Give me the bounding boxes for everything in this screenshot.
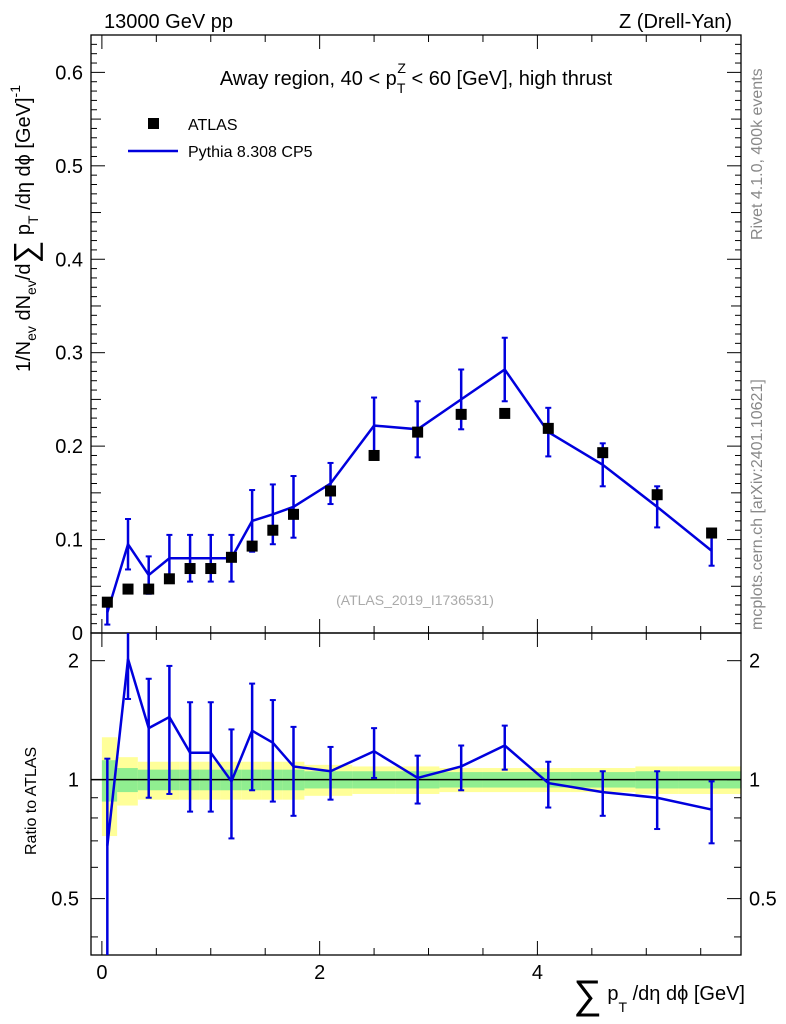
x-axis-label: ∑ pT /dη dϕ [GeV]	[573, 973, 745, 1017]
atlas-point	[246, 540, 258, 552]
main-atlas-group	[101, 407, 718, 608]
tick-labels-group: 0 2 4 0 0.1 0.2 0.3 0.4 0.5 0.6 0.5 0.5 1 1 2 2	[51, 62, 777, 984]
chart-title-pre: Away region, 40 < p	[220, 68, 397, 90]
atlas-point	[325, 485, 337, 497]
energy-label: 13000 GeV pp	[104, 11, 233, 33]
atlas-point	[184, 563, 196, 575]
atlas-point	[288, 508, 300, 520]
atlas-point	[122, 583, 134, 595]
main-y-axis-label: 1/Nev dNev/d∑ pT /dη dϕ [GeV]-1	[7, 85, 43, 372]
atlas-point	[706, 527, 718, 539]
process-label: Z (Drell-Yan)	[619, 11, 732, 33]
ratio-y-tick-label-left: 0.5	[51, 889, 79, 911]
legend-pythia-label: Pythia 8.308 CP5	[188, 144, 313, 161]
atlas-point	[412, 426, 424, 438]
ratio-y-tick-label-right: 0.5	[749, 889, 777, 911]
main-y-tick-label: 0.2	[55, 436, 83, 458]
x-tick-label: 0	[96, 962, 107, 984]
atlas-point	[597, 447, 609, 459]
atlas-point	[267, 524, 279, 536]
atlas-point	[499, 407, 511, 419]
atlas-point	[163, 573, 175, 585]
atlas-point	[368, 449, 380, 461]
ratio-pythia-line	[106, 658, 712, 846]
ratio-panel-frame	[90, 632, 742, 956]
axis-ticks-group	[91, 34, 741, 955]
x-tick-label: 2	[314, 962, 325, 984]
atlas-point	[542, 422, 554, 434]
legend-atlas-label: ATLAS	[188, 117, 238, 134]
atlas-point	[205, 563, 217, 575]
chart-title: Away region, 40 < pTZ < 60 [GeV], high t…	[220, 60, 613, 96]
ratio-y-tick-label-left: 1	[68, 770, 79, 792]
ratio-y-tick-label-right: 1	[749, 770, 760, 792]
main-y-tick-label: 0.4	[55, 249, 83, 271]
chart-title-sup: Z	[397, 60, 406, 76]
chart-title-sub: T	[397, 80, 406, 96]
atlas-point	[651, 489, 663, 501]
atlas-point	[143, 583, 155, 595]
ratio-pythia-group	[104, 633, 715, 955]
main-y-tick-label: 0.1	[55, 530, 83, 552]
legend-atlas-marker	[148, 118, 159, 129]
ratio-y-tick-label-right: 2	[749, 651, 760, 673]
main-y-tick-label: 0.5	[55, 156, 83, 178]
atlas-point	[455, 408, 467, 420]
x-tick-label: 4	[532, 962, 543, 984]
main-pythia-line	[106, 367, 713, 613]
atlas-point	[225, 551, 237, 563]
ratio-y-tick-label-left: 2	[68, 651, 79, 673]
main-y-tick-label: 0	[72, 623, 83, 645]
mcplots-label: mcplots.cern.ch [arXiv:2401.10621]	[749, 379, 766, 630]
atlas-point	[101, 596, 113, 608]
rivet-label: Rivet 4.1.0, 400k events	[749, 68, 766, 240]
analysis-watermark: (ATLAS_2019_I1736531)	[336, 592, 494, 608]
ratio-y-axis-label: Ratio to ATLAS	[23, 747, 40, 855]
chart-title-post: < 60 [GeV], high thrust	[406, 68, 613, 90]
main-pythia-group	[104, 336, 715, 626]
main-y-tick-label: 0.3	[55, 343, 83, 365]
main-y-tick-label: 0.6	[55, 62, 83, 84]
